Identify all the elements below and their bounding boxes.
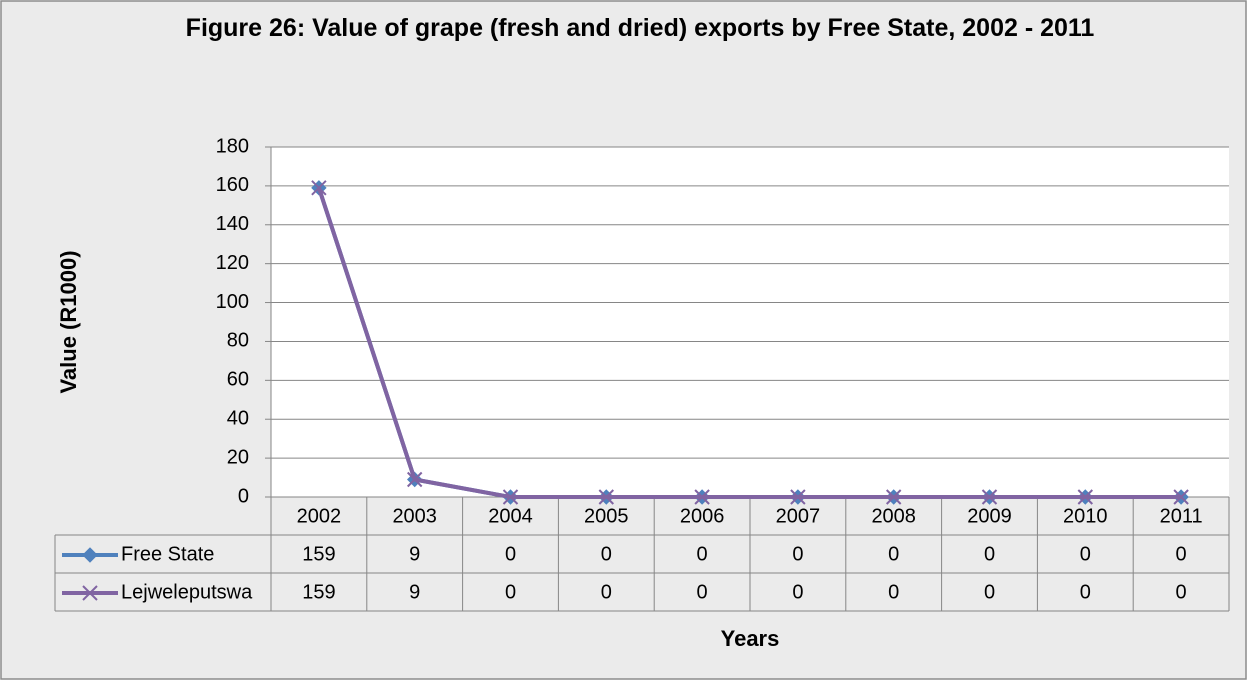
- data-label: 0: [792, 581, 803, 603]
- marker: [1077, 489, 1094, 505]
- marker: [694, 489, 710, 505]
- chart-title: Figure 26: Value of grape (fresh and dri…: [185, 14, 1095, 42]
- marker: [981, 489, 998, 505]
- data-label: 0: [505, 543, 516, 565]
- data-label: 0: [601, 581, 612, 603]
- data-label: 0: [601, 543, 612, 565]
- y-axis-label: Value (R1000): [56, 250, 81, 393]
- y-tick-label: 20: [227, 446, 249, 468]
- marker: [598, 489, 615, 505]
- marker: [885, 489, 902, 505]
- x-tick-label: 2007: [776, 505, 821, 527]
- x-tick-label: 2004: [488, 505, 533, 527]
- legend-label: Lejweleputswa: [121, 581, 253, 603]
- data-label: 159: [302, 581, 335, 603]
- marker: [82, 547, 98, 563]
- data-label: 9: [409, 581, 420, 603]
- plot-area: [271, 147, 1229, 497]
- data-label: 0: [697, 581, 708, 603]
- y-tick-label: 100: [216, 291, 249, 313]
- data-label: 0: [792, 543, 803, 565]
- y-tick-label: 60: [227, 369, 249, 391]
- legend-label: Free State: [121, 543, 214, 565]
- x-tick-label: 2008: [871, 505, 916, 527]
- x-tick-label: 2009: [967, 505, 1012, 527]
- data-label: 0: [888, 543, 899, 565]
- data-label: 9: [409, 543, 420, 565]
- y-tick-label: 0: [238, 485, 249, 507]
- marker: [311, 180, 327, 196]
- y-tick-label: 160: [216, 174, 249, 196]
- data-label: 0: [505, 581, 516, 603]
- data-label: 0: [1080, 543, 1091, 565]
- data-label: 0: [1176, 543, 1187, 565]
- data-label: 0: [697, 543, 708, 565]
- data-label: 0: [984, 581, 995, 603]
- marker: [1173, 489, 1189, 505]
- series-line: [316, 187, 1182, 499]
- data-label: 159: [302, 543, 335, 565]
- y-tick-label: 120: [216, 252, 249, 274]
- data-label: 0: [1080, 581, 1091, 603]
- y-tick-label: 40: [227, 408, 249, 430]
- data-label: 0: [888, 581, 899, 603]
- data-label: 0: [1176, 581, 1187, 603]
- marker: [502, 489, 519, 505]
- marker: [790, 489, 806, 505]
- x-tick-label: 2010: [1063, 505, 1108, 527]
- x-tick-label: 2005: [584, 505, 629, 527]
- x-tick-label: 2011: [1160, 505, 1203, 527]
- x-axis-label: Years: [721, 626, 780, 651]
- x-tick-label: 2002: [297, 505, 342, 527]
- y-tick-label: 80: [227, 330, 249, 352]
- marker: [406, 471, 423, 488]
- y-tick-label: 180: [216, 135, 249, 157]
- x-tick-label: 2003: [392, 505, 437, 527]
- x-tick-label: 2006: [680, 505, 725, 527]
- marker: [82, 585, 98, 601]
- data-label: 0: [984, 543, 995, 565]
- y-tick-label: 140: [216, 213, 249, 235]
